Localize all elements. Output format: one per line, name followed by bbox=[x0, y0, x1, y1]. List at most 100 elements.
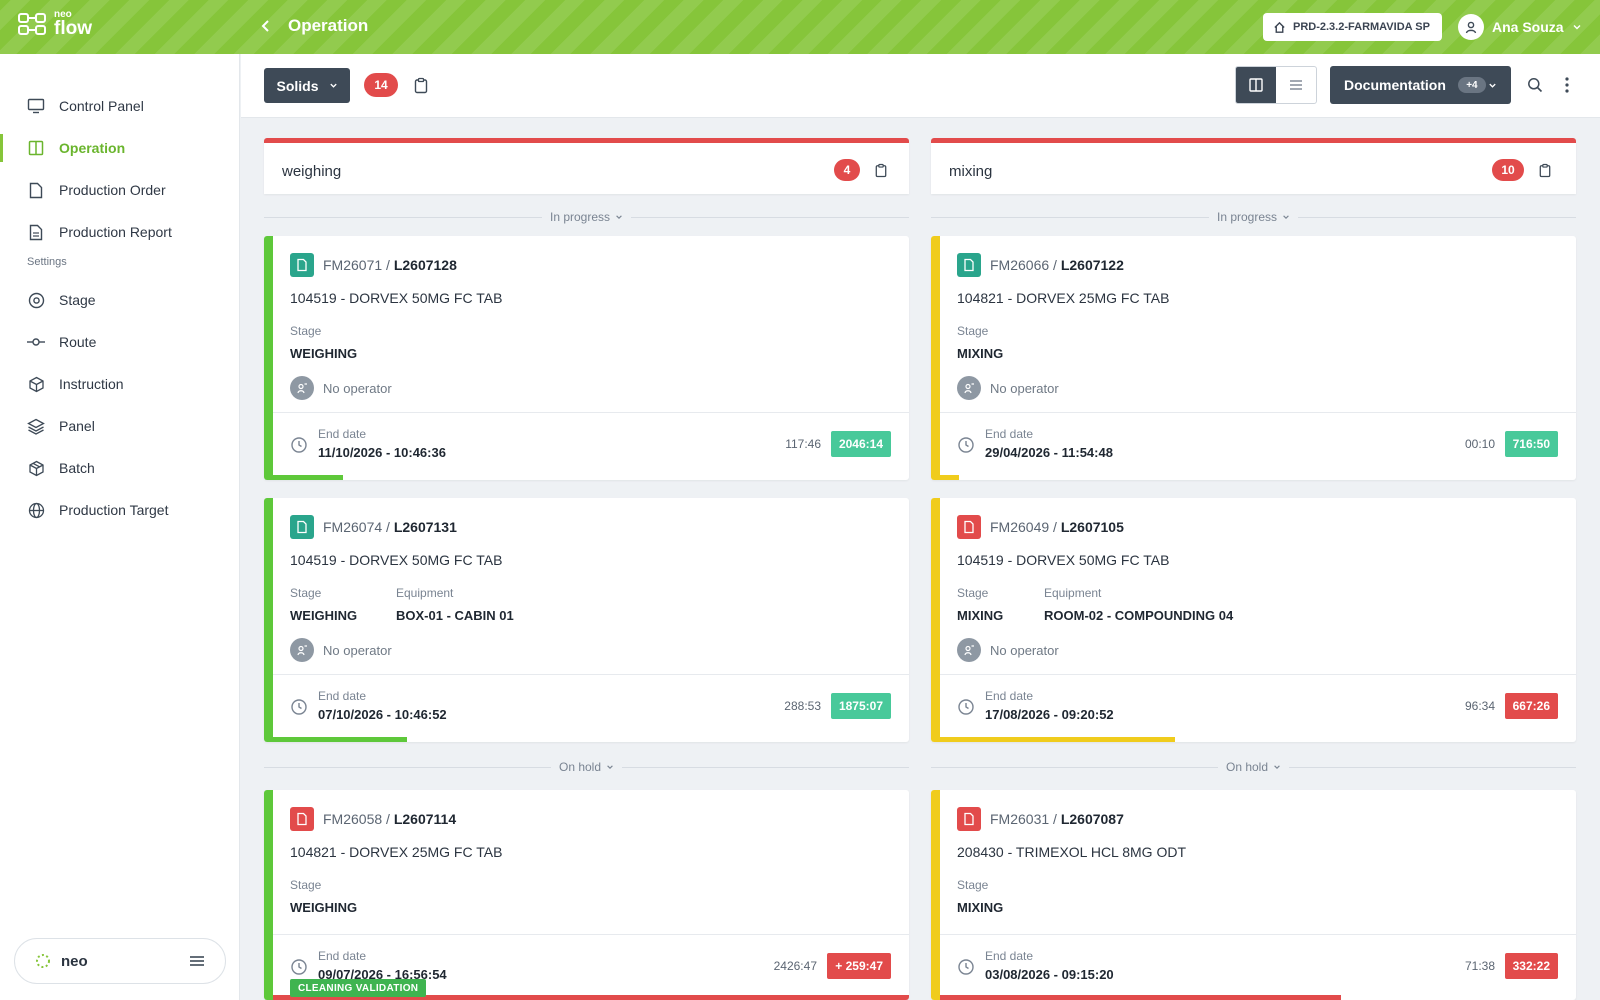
product-name: 104821 - DORVEX 25MG FC TAB bbox=[290, 844, 503, 860]
more-vertical-icon bbox=[1565, 77, 1569, 93]
column-clipboard-button[interactable] bbox=[1536, 161, 1554, 179]
end-date-label: End date bbox=[318, 427, 367, 441]
operator-icon bbox=[957, 376, 981, 400]
logo-big-text: flow bbox=[54, 18, 92, 39]
stage-value: MIXING bbox=[957, 608, 1004, 623]
elapsed-time: 117:46 bbox=[785, 437, 821, 451]
stage-label: Stage bbox=[957, 586, 989, 600]
stage-label: Stage bbox=[290, 878, 322, 892]
document-icon bbox=[290, 515, 314, 539]
avatar bbox=[1458, 14, 1484, 40]
end-date-label: End date bbox=[318, 689, 367, 703]
elapsed-time: 288:53 bbox=[784, 699, 821, 713]
sidebar-item-batch[interactable]: Batch bbox=[0, 450, 240, 486]
clipboard-icon bbox=[875, 163, 887, 177]
document-icon bbox=[957, 515, 981, 539]
equipment-value: ROOM-02 - COMPOUNDING 04 bbox=[1044, 608, 1234, 623]
sidebar-item-production-target[interactable]: Production Target bbox=[0, 492, 240, 528]
sidebar-item-panel[interactable]: Panel bbox=[0, 408, 240, 444]
sidebar-item-label: Operation bbox=[59, 140, 126, 156]
section-label: In progress bbox=[549, 210, 611, 224]
progress-track bbox=[940, 475, 1576, 480]
production-order-card[interactable]: FM26058 / L2607114 104821 - DORVEX 25MG … bbox=[264, 790, 909, 1000]
sidebar-item-control-panel[interactable]: Control Panel bbox=[0, 88, 240, 124]
loading-circle-icon bbox=[36, 954, 50, 968]
operator[interactable]: No operator bbox=[290, 376, 392, 400]
neo-menu[interactable]: neo bbox=[14, 938, 226, 984]
card-status-bar bbox=[931, 498, 940, 742]
operator[interactable]: No operator bbox=[290, 638, 392, 662]
clock-icon bbox=[291, 437, 307, 453]
operator[interactable]: No operator bbox=[957, 638, 1059, 662]
monitor-icon bbox=[27, 97, 45, 115]
section-toggle[interactable]: On hold bbox=[550, 760, 623, 774]
kanban-view-button[interactable] bbox=[1236, 67, 1276, 103]
file-text-icon bbox=[27, 223, 45, 241]
elapsed-time: 96:34 bbox=[1464, 699, 1495, 713]
list-icon bbox=[1290, 80, 1302, 90]
progress-track bbox=[273, 995, 909, 1000]
clipboard-button[interactable] bbox=[411, 75, 431, 95]
remaining-time-badge: 667:26 bbox=[1504, 693, 1558, 719]
list-view-button[interactable] bbox=[1276, 67, 1316, 103]
view-toggle bbox=[1235, 66, 1317, 104]
product-name: 104519 - DORVEX 50MG FC TAB bbox=[957, 552, 1170, 568]
globe-icon bbox=[27, 501, 45, 519]
user-menu[interactable]: Ana Souza bbox=[1458, 13, 1582, 41]
search-button[interactable] bbox=[1525, 75, 1545, 95]
production-order-card[interactable]: FM26049 / L2607105 104519 - DORVEX 50MG … bbox=[931, 498, 1576, 742]
page-title: Operation bbox=[288, 16, 369, 35]
layers-icon bbox=[27, 417, 45, 435]
product-name: 208430 - TRIMEXOL HCL 8MG ODT bbox=[957, 844, 1186, 860]
production-order-card[interactable]: FM26071 / L2607128 104519 - DORVEX 50MG … bbox=[264, 236, 909, 480]
sidebar-item-stage[interactable]: Stage bbox=[0, 282, 240, 318]
sidebar-item-production-order[interactable]: Production Order bbox=[0, 172, 240, 208]
package-icon bbox=[27, 459, 45, 477]
sidebar-item-production-report[interactable]: Production Report bbox=[0, 214, 240, 250]
section-label: On hold bbox=[558, 760, 602, 774]
end-date-value: 11/10/2026 - 10:46:36 bbox=[318, 445, 446, 460]
more-options-button[interactable] bbox=[1557, 75, 1577, 95]
card-footer: End date 03/08/2026 - 09:15:20 332:22 71… bbox=[940, 934, 1576, 998]
section-divider: In progress bbox=[931, 210, 1576, 224]
sidebar-item-route[interactable]: Route bbox=[0, 324, 240, 360]
production-order-card[interactable]: FM26031 / L2607087 208430 - TRIMEXOL HCL… bbox=[931, 790, 1576, 1000]
lot-number: L2607114 bbox=[393, 811, 457, 827]
sidebar-item-label: Production Report bbox=[59, 224, 172, 240]
column-clipboard-button[interactable] bbox=[872, 161, 890, 179]
card-footer: End date 07/10/2026 - 10:46:52 1875:07 2… bbox=[273, 674, 909, 738]
clipboard-icon bbox=[1539, 163, 1551, 177]
progress-fill bbox=[940, 475, 960, 480]
sidebar-item-label: Instruction bbox=[59, 376, 124, 392]
end-date-label: End date bbox=[318, 949, 367, 963]
clock-icon bbox=[958, 959, 974, 975]
lot-number: L2607131 bbox=[393, 519, 457, 535]
documentation-button[interactable]: Documentation +4 bbox=[1330, 66, 1511, 104]
sidebar-item-instruction[interactable]: Instruction bbox=[0, 366, 240, 402]
back-button[interactable] bbox=[256, 16, 276, 36]
chevron-down-icon bbox=[1573, 25, 1581, 30]
group-select-label: Solids bbox=[276, 77, 319, 94]
operator-icon bbox=[290, 638, 314, 662]
section-divider: In progress bbox=[264, 210, 909, 224]
order-number: FM26071 bbox=[323, 257, 383, 273]
order-lot: FM26031 / L2607087 bbox=[990, 811, 1124, 827]
toolbar: Solids 14 Documentation +4 bbox=[241, 54, 1600, 118]
operator[interactable]: No operator bbox=[957, 376, 1059, 400]
section-toggle[interactable]: On hold bbox=[1217, 760, 1290, 774]
sidebar-item-operation[interactable]: Operation bbox=[0, 130, 240, 166]
group-select-button[interactable]: Solids bbox=[264, 68, 350, 103]
sidebar-item-label: Route bbox=[59, 334, 97, 350]
document-icon bbox=[290, 807, 314, 831]
section-toggle[interactable]: In progress bbox=[1208, 210, 1299, 224]
production-order-card[interactable]: FM26066 / L2607122 104821 - DORVEX 25MG … bbox=[931, 236, 1576, 480]
production-order-card[interactable]: FM26074 / L2607131 104519 - DORVEX 50MG … bbox=[264, 498, 909, 742]
card-body: FM26071 / L2607128 104519 - DORVEX 50MG … bbox=[273, 236, 909, 412]
neoflow-logo[interactable]: neo flow bbox=[18, 10, 92, 38]
card-body: FM26058 / L2607114 104821 - DORVEX 25MG … bbox=[273, 790, 909, 966]
environment-label: PRD-2.3.2-FARMAVIDA SP bbox=[1293, 21, 1430, 33]
environment-badge[interactable]: PRD-2.3.2-FARMAVIDA SP bbox=[1263, 13, 1442, 41]
file-icon bbox=[27, 181, 45, 199]
settings-section-label: Settings bbox=[27, 256, 67, 268]
section-toggle[interactable]: In progress bbox=[541, 210, 632, 224]
